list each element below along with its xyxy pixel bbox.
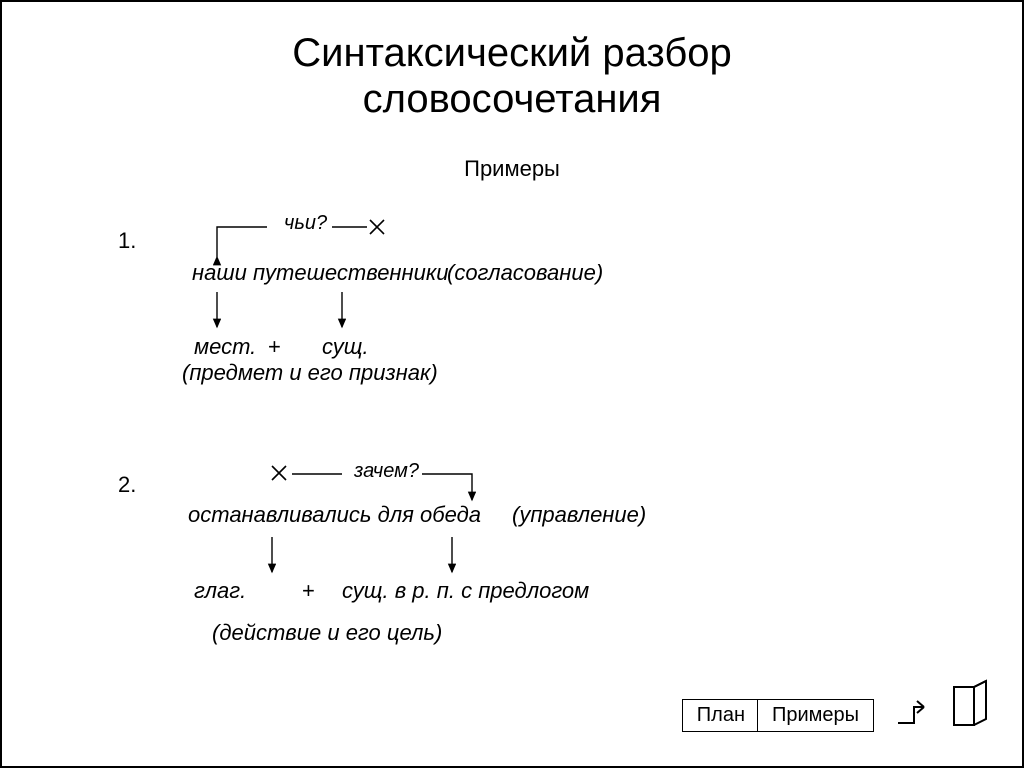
up-arrow-icon[interactable] xyxy=(890,689,932,736)
example1-meaning: (предмет и его признак) xyxy=(182,360,438,386)
example2-diagram xyxy=(182,452,542,612)
example1-number: 1. xyxy=(118,228,136,254)
title-line1: Синтаксический разбор xyxy=(292,31,731,75)
example1-diagram xyxy=(182,202,482,362)
subtitle: Примеры xyxy=(2,156,1022,182)
example2-meaning: (действие и его цель) xyxy=(212,620,442,646)
title-line2: словосочетания xyxy=(363,77,662,121)
examples-button[interactable]: Примеры xyxy=(757,699,874,732)
example2-number: 2. xyxy=(118,472,136,498)
plan-button[interactable]: План xyxy=(682,699,760,732)
book-icon[interactable] xyxy=(948,679,992,736)
slide-frame: Синтаксический разбор словосочетания При… xyxy=(0,0,1024,768)
slide-title: Синтаксический разбор словосочетания xyxy=(2,30,1022,122)
